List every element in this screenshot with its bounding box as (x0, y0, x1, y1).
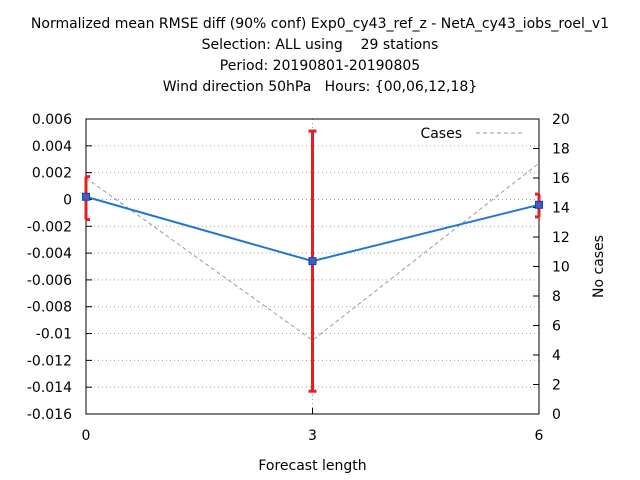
x-axis-label: Forecast length (258, 458, 366, 474)
y-axis: 0.006 0.004 0.002 0 -0.002 -0.004 -0.006 -0.008… (27, 112, 92, 423)
y-tick-label: 0.006 (32, 112, 72, 128)
y-tick-label: -0.008 (27, 300, 72, 316)
y2-tick-label: 2 (552, 378, 561, 394)
data-point (308, 257, 317, 266)
y-tick-label: -0.012 (27, 353, 72, 369)
chart-title-line-4: Wind direction 50hPa Hours: {00,06,12,18… (162, 79, 478, 95)
chart-title-line-3: Period: 20190801-20190805 (219, 58, 421, 74)
y2-tick-label: 14 (552, 201, 570, 217)
y2-tick-label: 12 (552, 230, 570, 246)
y2-tick-label: 18 (552, 142, 570, 158)
y-tick-label: 0.002 (32, 166, 72, 182)
y2-tick-label: 10 (552, 260, 570, 276)
y2-tick-label: 6 (552, 319, 561, 335)
y-tick-label: -0.006 (27, 273, 72, 289)
series-layer (82, 129, 543, 393)
y2-tick-label: 8 (552, 289, 561, 305)
data-point (82, 192, 90, 201)
y-tick-label: -0.01 (36, 327, 72, 343)
y2-axis-label: No cases (591, 235, 607, 298)
x-axis: 0 3 6 (82, 408, 544, 444)
y-tick-label: -0.016 (27, 407, 72, 423)
chart-title-line-1: Normalized mean RMSE diff (90% conf) Exp… (30, 16, 610, 32)
y2-axis: 0 2 4 6 8 10 12 14 16 18 20 (533, 112, 570, 423)
legend: Cases (420, 126, 522, 142)
y2-tick-label: 0 (552, 407, 561, 423)
x-tick-label: 3 (308, 428, 317, 444)
y2-tick-label: 4 (552, 348, 561, 364)
legend-label-cases: Cases (420, 126, 462, 142)
y-tick-label: -0.014 (27, 380, 72, 396)
y-tick-label: 0.004 (32, 139, 72, 155)
x-tick-label: 0 (82, 428, 91, 444)
x-tick-label: 6 (535, 428, 544, 444)
series-line-cases (85, 162, 540, 341)
y-tick-label: -0.004 (27, 246, 72, 262)
y-tick-label: -0.002 (27, 219, 72, 235)
y-tick-label: 0 (63, 192, 72, 208)
y2-tick-label: 16 (552, 171, 570, 187)
chart-title-line-2: Selection: ALL using 29 stations (201, 37, 439, 53)
y2-tick-label: 20 (552, 112, 570, 128)
data-point (535, 200, 543, 209)
